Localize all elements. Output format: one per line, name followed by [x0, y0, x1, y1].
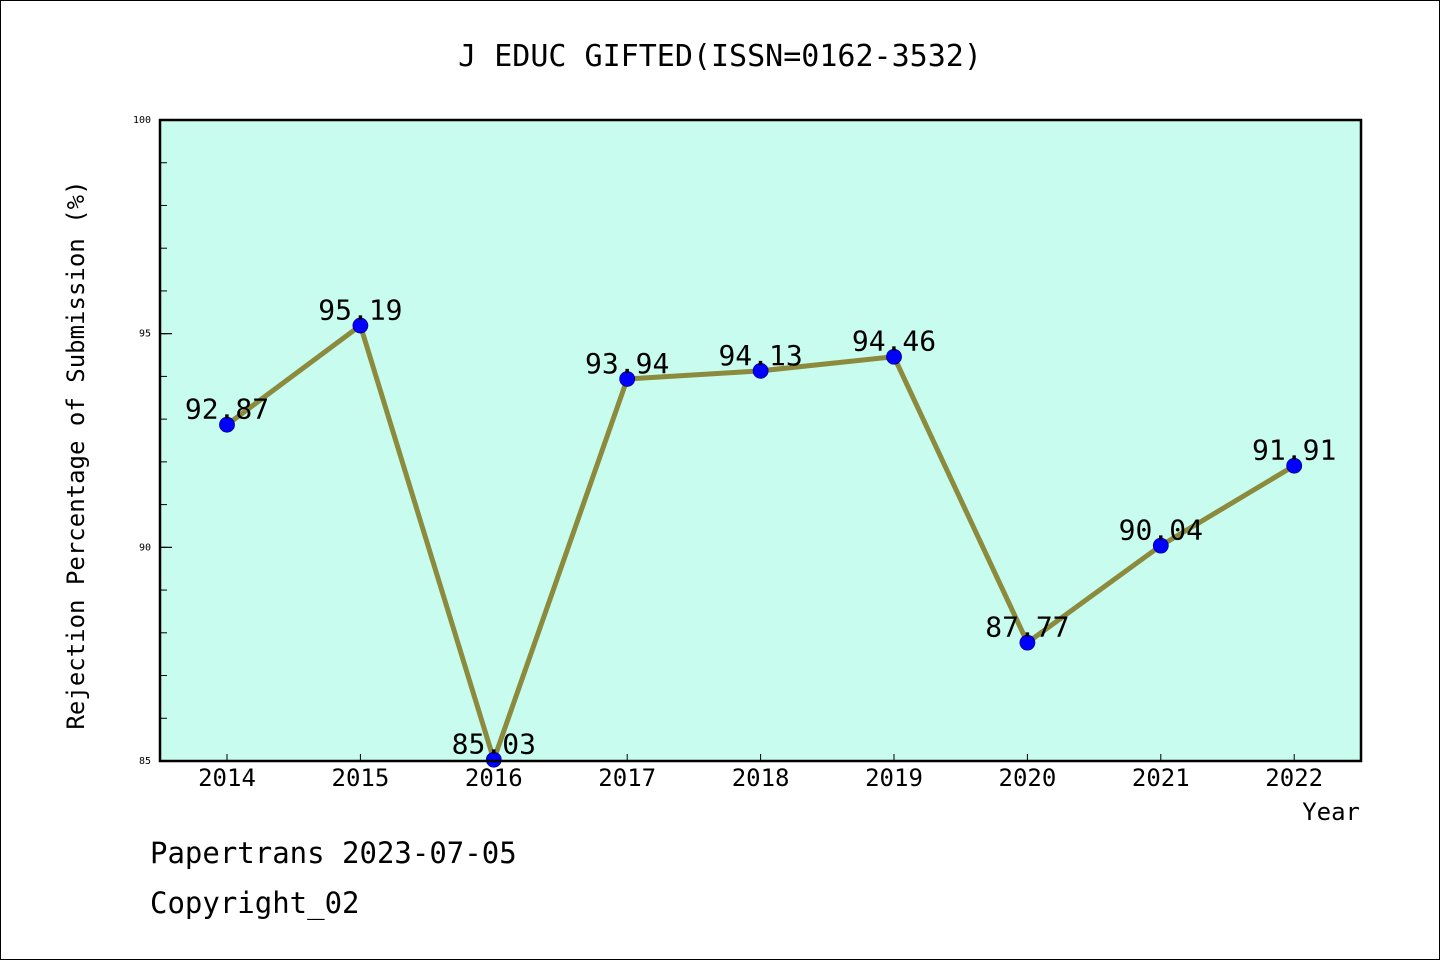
data-label: 92.87: [185, 393, 269, 426]
source-footer: Papertrans 2023-07-05: [150, 836, 517, 870]
data-label: 95.19: [318, 294, 402, 327]
data-point: [1019, 634, 1036, 651]
x-tick-label: 2019: [865, 764, 923, 792]
x-tick-label: 2017: [598, 764, 656, 792]
copyright-footer: Copyright_02: [150, 886, 360, 920]
data-point: [619, 371, 636, 387]
x-axis-ticks: 2014 2015 2016 2017 2018 2019 2020 2021 2022: [198, 754, 1323, 792]
x-tick-label: 2018: [732, 764, 790, 792]
chart-title: J EDUC GIFTED(ISSN=0162-3532): [458, 39, 982, 74]
y-tick-label: 100: [133, 115, 151, 126]
x-axis-label: Year: [1302, 798, 1360, 826]
data-point: [1152, 537, 1169, 554]
data-label: 94.46: [852, 325, 936, 358]
data-point: [219, 416, 235, 433]
y-tick-label: 85: [139, 756, 151, 767]
data-label: 87.77: [985, 611, 1069, 644]
x-tick-label: 2016: [465, 764, 523, 792]
x-tick-label: 2014: [198, 764, 256, 792]
data-point: [886, 348, 902, 365]
data-label: 90.04: [1119, 514, 1203, 547]
data-point: [352, 317, 369, 334]
data-label: 93.94: [585, 347, 669, 380]
y-axis-label: Rejection Percentage of Submission (%): [62, 180, 90, 729]
plot-area: [160, 120, 1361, 761]
x-tick-label: 2020: [999, 764, 1057, 792]
y-tick-label: 95: [139, 329, 151, 340]
x-tick-label: 2015: [332, 764, 390, 792]
y-tick-label: 90: [139, 542, 151, 553]
data-label: 94.13: [718, 339, 802, 372]
series-layer: 92.87 95.19 85.03 93.94 94.13 94.46 87.77 90.04…: [185, 294, 1336, 768]
x-tick-label: 2022: [1265, 764, 1323, 792]
x-tick-label: 2021: [1132, 764, 1190, 792]
data-point: [485, 751, 502, 768]
data-point: [752, 362, 769, 379]
data-label: 91.91: [1252, 434, 1336, 467]
data-label: 85.03: [452, 728, 536, 761]
data-point: [1286, 457, 1303, 474]
plot-border: [158, 118, 1363, 763]
